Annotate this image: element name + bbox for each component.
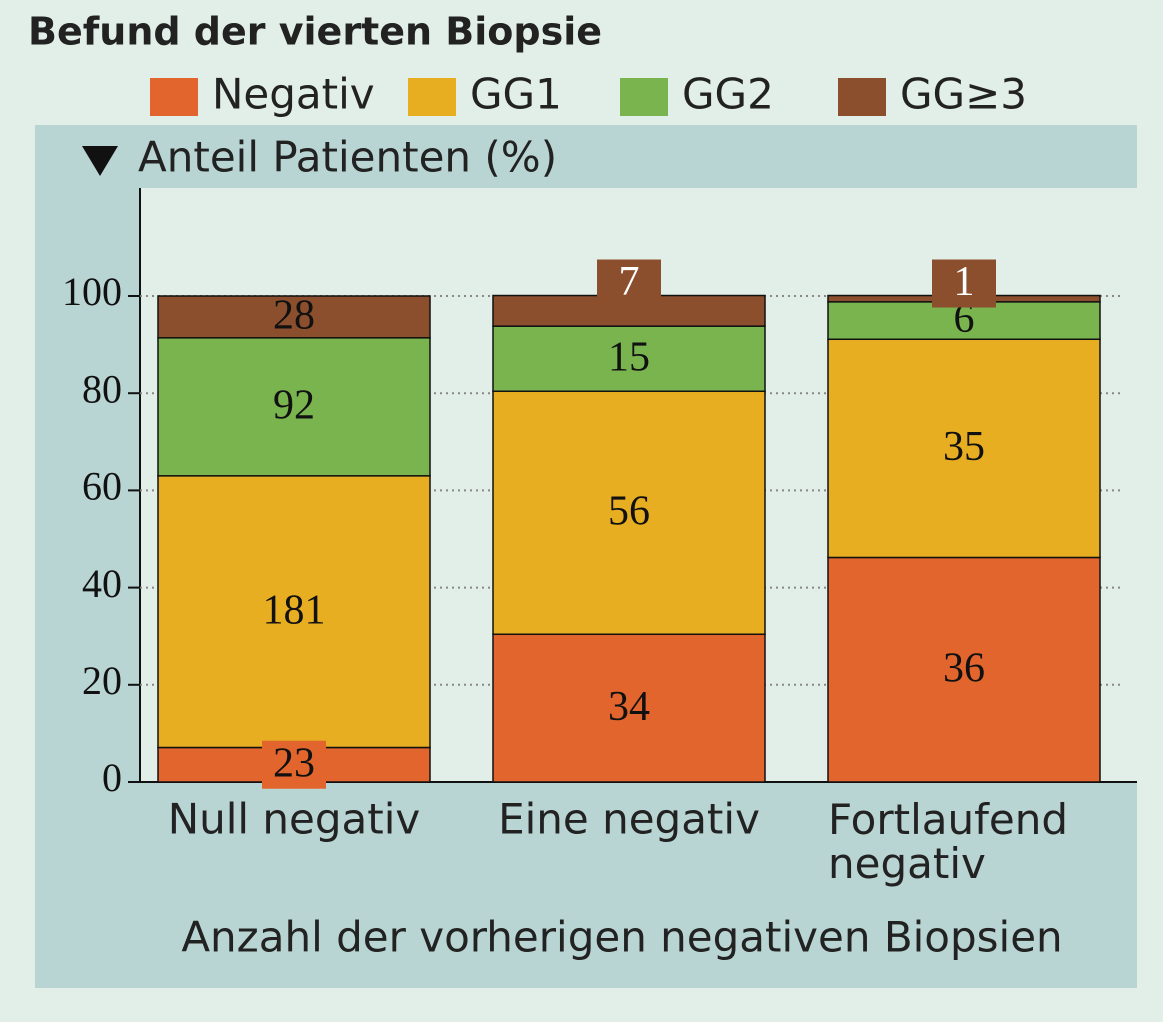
x-tick-label: Fortlaufend negativ — [828, 795, 1068, 888]
bar-segment — [157, 475, 431, 749]
data-label: 6 — [954, 296, 975, 342]
legend-swatch — [150, 78, 198, 116]
bar-segment — [492, 633, 766, 783]
data-label: 23 — [273, 740, 315, 786]
legend-label: GG1 — [470, 70, 562, 119]
bar-segment — [492, 325, 766, 393]
data-label: 35 — [943, 424, 985, 470]
y-tick-label: 80 — [82, 366, 122, 411]
chart-title: Befund der vierten Biopsie — [28, 10, 602, 54]
x-tick-label: Eine negativ — [498, 795, 760, 844]
legend-label: GG2 — [682, 70, 774, 119]
legend-swatch — [408, 78, 456, 116]
y-axis-arrow — [82, 146, 118, 176]
data-label: 15 — [608, 334, 650, 380]
legend-label: Negativ — [212, 70, 375, 119]
data-label: 34 — [608, 684, 650, 730]
legend-swatch — [620, 78, 668, 116]
y-tick-label: 20 — [82, 658, 122, 703]
bar-segment — [492, 390, 766, 636]
bar-segment — [157, 337, 431, 477]
bar-segment — [827, 338, 1101, 559]
bar-segment — [157, 295, 431, 339]
bar-segment — [827, 556, 1101, 783]
label-box — [932, 259, 996, 308]
y-tick-label: 0 — [102, 755, 122, 800]
label-box — [262, 740, 326, 789]
x-axis-title: Anzahl der vorherigen negativen Biopsien — [181, 913, 1062, 962]
data-label: 1 — [954, 259, 975, 305]
data-label: 28 — [273, 293, 315, 339]
data-label: 92 — [273, 382, 315, 428]
y-tick-label: 60 — [82, 464, 122, 509]
data-label: 181 — [263, 587, 326, 633]
x-tick-label: Null negativ — [168, 795, 421, 844]
y-axis-title: Anteil Patienten (%) — [138, 133, 557, 182]
y-tick-label: 100 — [62, 269, 122, 314]
legend-label: GG≥3 — [900, 70, 1027, 119]
y-tick-label: 40 — [82, 561, 122, 606]
data-label: 7 — [619, 259, 640, 305]
data-label: 56 — [608, 488, 650, 534]
bar-segment — [827, 301, 1101, 341]
label-box — [597, 259, 661, 308]
legend-swatch — [838, 78, 886, 116]
data-label: 36 — [943, 645, 985, 691]
